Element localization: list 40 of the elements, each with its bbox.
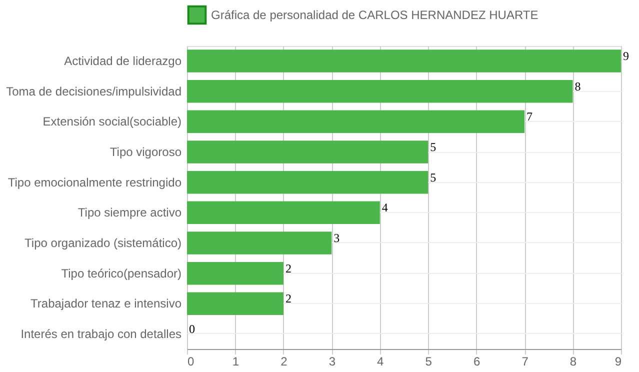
bar (187, 292, 284, 316)
bar (187, 80, 573, 103)
y-tick-label: Toma de decisiones/impulsividad (6, 84, 182, 98)
y-tick-label: Actividad de liderazgo (64, 54, 182, 68)
bar (187, 232, 332, 254)
y-tick-label: Tipo siempre activo (78, 206, 182, 220)
data-label: 5 (430, 170, 436, 184)
data-label: 3 (334, 230, 340, 245)
data-label: 5 (430, 140, 436, 154)
data-label: 7 (526, 110, 533, 124)
x-tick-label: 0 (188, 354, 194, 368)
y-tick-label: Interés en trabajo con detalles (20, 326, 182, 341)
x-tick-label: 4 (377, 354, 384, 368)
y-tick-label: Extensión social(sociable) (42, 114, 182, 129)
x-tick-label: 6 (473, 354, 480, 368)
data-label: 9 (623, 49, 629, 64)
data-label: 0 (189, 322, 195, 336)
x-tick-label: 1 (232, 354, 240, 368)
data-label: 4 (382, 200, 388, 215)
bar (187, 170, 428, 194)
bar (187, 140, 428, 164)
x-tick-label: 2 (280, 354, 288, 368)
data-label: 2 (285, 292, 292, 306)
legend-label: Gráfica de personalidad de CARLOS HERNANDEZ HUARTE (211, 8, 538, 22)
x-tick-label: 3 (328, 354, 336, 368)
bar (187, 110, 525, 134)
y-tick-label: Tipo organizado (sistemático) (24, 236, 182, 250)
bar (187, 201, 380, 224)
bar (187, 262, 284, 285)
bar (187, 50, 621, 72)
y-tick-label: Tipo teórico(pensador) (61, 266, 182, 280)
y-tick-label: Trabajador tenaz e intensivo (30, 296, 182, 311)
y-tick-label: Tipo vigoroso (110, 145, 182, 160)
x-tick-label: 9 (614, 354, 622, 368)
x-tick-label: 5 (425, 354, 432, 368)
data-label: 2 (285, 261, 292, 276)
x-tick-label: 7 (522, 354, 529, 368)
x-tick-label: 8 (570, 354, 577, 368)
y-tick-label: Tipo emocionalmente restringido (8, 175, 182, 190)
data-label: 8 (574, 79, 581, 94)
